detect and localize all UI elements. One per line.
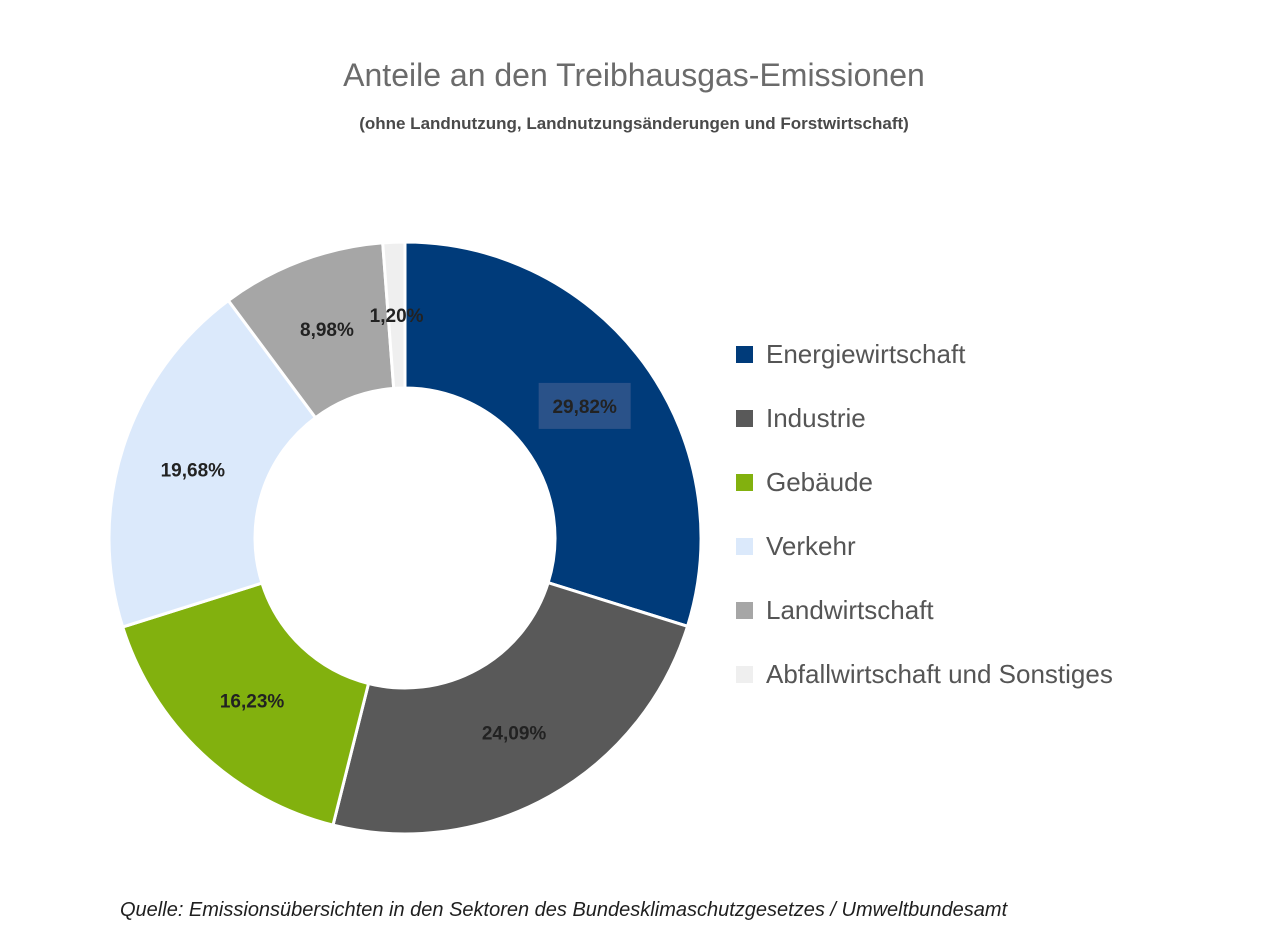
legend-label-landwirtschaft: Landwirtschaft (766, 595, 934, 625)
data-label-industrie: 24,09% (482, 723, 547, 744)
legend-label-industrie: Industrie (766, 403, 866, 433)
legend: Energiewirtschaft Industrie Gebäude Verkehr… (736, 339, 1113, 689)
data-label-energiewirtschaft: 29,82% (552, 397, 617, 418)
data-label-abfallwirtschaft-und-sonstiges: 1,20% (370, 306, 424, 327)
slice-abfallwirtschaft-und-sonstiges (381, 240, 407, 391)
slice-energiewirtschaft (403, 240, 703, 629)
data-label-gebaeude: 16,23% (220, 691, 285, 712)
source-note: Quelle: Emissionsübersichten in den Sekt… (120, 899, 1009, 921)
legend-label-abfallwirtschaft-und-sonstiges: Abfallwirtschaft und Sonstiges (766, 659, 1113, 689)
data-label-landwirtschaft: 8,98% (300, 320, 354, 341)
data-label-verkehr: 19,68% (161, 460, 226, 481)
legend-swatch-gebaeude (736, 474, 753, 491)
data-labels: 29,82% 24,09% 16,23% 19,68% 8,98% 1,20% (161, 306, 631, 744)
data-label-box-energiewirtschaft (538, 382, 631, 429)
legend-swatch-verkehr (736, 538, 753, 555)
legend-label-gebaeude: Gebäude (766, 467, 873, 497)
legend-label-energiewirtschaft: Energiewirtschaft (766, 339, 966, 369)
chart-subtitle: (ohne Landnutzung, Landnutzungsänderunge… (359, 114, 909, 133)
legend-swatch-landwirtschaft (736, 602, 753, 619)
donut-slices (107, 240, 703, 836)
legend-label-verkehr: Verkehr (766, 531, 856, 561)
legend-swatch-abfallwirtschaft-und-sonstiges (736, 666, 753, 683)
legend-swatch-energiewirtschaft (736, 346, 753, 363)
legend-swatch-industrie (736, 410, 753, 427)
slice-gebaeude (120, 581, 371, 827)
slice-verkehr (107, 298, 318, 629)
chart-title: Anteile an den Treibhausgas-Emissionen (343, 57, 925, 93)
slice-industrie (331, 580, 690, 836)
